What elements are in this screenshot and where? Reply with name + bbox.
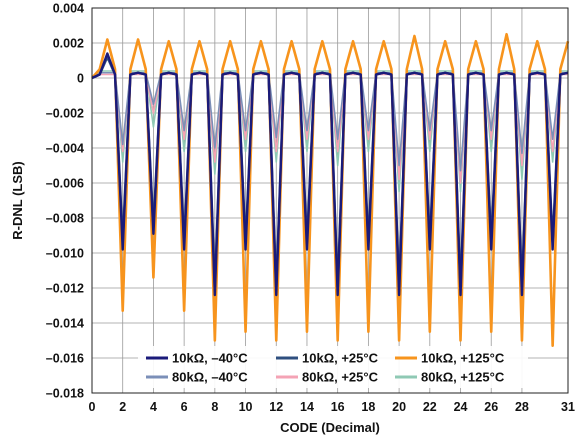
x-tick-label: 16 bbox=[331, 400, 345, 414]
x-tick-label: 0 bbox=[89, 400, 96, 414]
x-tick-label: 2 bbox=[119, 400, 126, 414]
x-tick-label: 6 bbox=[181, 400, 188, 414]
x-tick-label: 14 bbox=[300, 400, 314, 414]
y-tick-label: 0.002 bbox=[53, 37, 84, 51]
x-tick-label: 22 bbox=[423, 400, 437, 414]
x-tick-label: 31 bbox=[561, 400, 575, 414]
x-tick-label: 10 bbox=[239, 400, 253, 414]
x-tick-label: 18 bbox=[361, 400, 375, 414]
y-tick-label: –0.012 bbox=[46, 282, 84, 296]
x-tick-label: 4 bbox=[150, 400, 157, 414]
y-tick-label: 0 bbox=[77, 72, 84, 86]
x-tick-labels: 0 2 4 6 8 10 12 14 16 18 20 22 24 26 28 31 bbox=[89, 400, 575, 414]
legend-label: 10kΩ, +25°C bbox=[302, 351, 379, 366]
y-tick-labels: 0.004 0.002 0 –0.002 –0.004 –0.006 –0.008 –0.01… bbox=[46, 2, 84, 401]
x-tick-label: 20 bbox=[392, 400, 406, 414]
x-tick-label: 28 bbox=[515, 400, 529, 414]
series-line bbox=[91, 52, 569, 297]
y-tick-label: –0.002 bbox=[46, 107, 84, 121]
legend: 10kΩ, –40°C 10kΩ, +25°C 10kΩ, +125°C 80kΩ, … bbox=[138, 346, 528, 388]
x-tick-label: 26 bbox=[484, 400, 498, 414]
x-tick-label: 24 bbox=[454, 400, 468, 414]
series-lines bbox=[91, 32, 570, 348]
y-tick-label: –0.010 bbox=[46, 247, 84, 261]
legend-label: 80kΩ, +125°C bbox=[421, 370, 505, 385]
legend-label: 10kΩ, –40°C bbox=[172, 351, 248, 366]
plot-frame bbox=[91, 7, 569, 394]
legend-label: 10kΩ, +125°C bbox=[421, 351, 505, 366]
series-line bbox=[91, 32, 570, 348]
y-tick-label: –0.016 bbox=[46, 352, 84, 366]
x-tick-label: 8 bbox=[211, 400, 218, 414]
y-tick-label: –0.014 bbox=[46, 317, 84, 331]
x-tick-label: 12 bbox=[269, 400, 283, 414]
legend-label: 80kΩ, +25°C bbox=[302, 370, 379, 385]
y-tick-label: –0.018 bbox=[46, 387, 84, 401]
y-tick-label: 0.004 bbox=[53, 2, 84, 16]
y-tick-label: –0.006 bbox=[46, 177, 84, 191]
legend-box bbox=[138, 346, 528, 388]
y-axis-title: R-DNL (LSB) bbox=[10, 161, 25, 239]
x-axis-title: CODE (Decimal) bbox=[280, 420, 380, 435]
y-tick-label: –0.004 bbox=[46, 142, 84, 156]
legend-label: 80kΩ, –40°C bbox=[172, 370, 248, 385]
y-tick-label: –0.008 bbox=[46, 212, 84, 226]
